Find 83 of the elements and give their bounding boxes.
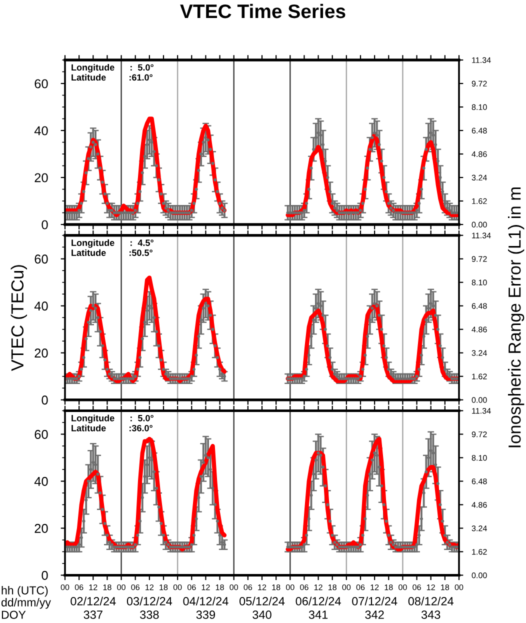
x2-tick-label: 08/12/24 343 xyxy=(408,596,454,619)
x2-tick-label: 03/12/24 338 xyxy=(126,596,172,619)
y-tick-label: 40 xyxy=(34,476,48,486)
x-tick-label: 18 xyxy=(328,584,336,590)
x-tick-label: 18 xyxy=(216,584,224,590)
y2-tick-label: 1.62 xyxy=(472,374,487,380)
y2-tick-label: 6.48 xyxy=(472,478,487,484)
y2-tick-label: 3.24 xyxy=(472,174,487,180)
x2-tick-label: 02/12/24 337 xyxy=(70,596,116,619)
x-tick-label: 06 xyxy=(300,584,308,590)
x-tick-label: 18 xyxy=(272,584,280,590)
x-tick-label: 12 xyxy=(258,584,266,590)
x2-axis-title: dd/mm/yy DOY xyxy=(1,598,51,619)
y2-tick-label: 0.00 xyxy=(472,572,487,578)
y2-tick-label: 4.86 xyxy=(472,151,487,157)
y2-tick-label: 9.72 xyxy=(472,431,487,438)
y2-tick-label: 11.34 xyxy=(472,57,491,63)
y2-tick-label: 11.34 xyxy=(472,232,491,238)
y2-tick-label: 0.00 xyxy=(472,222,487,228)
y2-tick-label: 8.10 xyxy=(472,280,487,286)
x-tick-label: 12 xyxy=(314,584,322,590)
x-tick-label: 18 xyxy=(103,584,112,590)
y-tick-label: 20 xyxy=(34,348,48,358)
x-tick-label: 00 xyxy=(173,584,182,590)
x-tick-label: 06 xyxy=(244,584,252,590)
y2-tick-label: 9.72 xyxy=(472,256,487,262)
y2-tick-label: 1.62 xyxy=(472,198,487,204)
y2-tick-label: 8.10 xyxy=(472,104,487,110)
y-tick-label: 60 xyxy=(34,430,48,439)
x-tick-label: 00 xyxy=(454,584,464,590)
y2-tick-label: 1.62 xyxy=(472,548,487,555)
y-tick-label: 40 xyxy=(34,126,48,136)
x-tick-label: 18 xyxy=(441,584,450,590)
y2-tick-label: 3.24 xyxy=(472,350,487,356)
x-tick-label: 06 xyxy=(131,584,140,590)
x-tick-label: 06 xyxy=(187,584,196,590)
chart-title: VTEC Time Series xyxy=(180,4,346,18)
x-tick-label: 00 xyxy=(342,584,351,590)
x2-tick-label: 07/12/24 342 xyxy=(352,596,398,619)
y2-tick-label: 6.48 xyxy=(472,303,487,309)
x-tick-label: 06 xyxy=(356,584,365,590)
x-tick-label: 00 xyxy=(60,584,70,590)
y2-tick-label: 3.24 xyxy=(472,525,487,532)
y2-tick-label: 8.10 xyxy=(472,454,487,461)
y-tick-label: 20 xyxy=(34,524,48,533)
x2-tick-label: 05/12/24 340 xyxy=(239,596,285,619)
y-tick-label: 0 xyxy=(42,220,48,230)
x-tick-label: 18 xyxy=(384,584,393,590)
annotation: Latitude :50.5° xyxy=(72,249,152,256)
annotation: Longitude : 5.0° xyxy=(72,414,154,424)
x-tick-label: 00 xyxy=(286,584,294,590)
x-tick-label: 12 xyxy=(370,584,379,590)
x-tick-label: 12 xyxy=(89,584,98,590)
x-tick-label: 06 xyxy=(74,584,84,590)
x-tick-label: 18 xyxy=(160,584,168,590)
y-tick-label: 0 xyxy=(42,570,48,580)
x-tick-label: 00 xyxy=(230,584,238,590)
annotation: Longitude : 5.0° xyxy=(72,64,154,72)
x2-tick-label: 06/12/24 341 xyxy=(296,596,341,619)
y2-tick-label: 0.00 xyxy=(472,397,487,403)
y-tick-label: 40 xyxy=(34,302,48,311)
y2-tick-label: 9.72 xyxy=(472,80,487,86)
annotation: Latitude :36.0° xyxy=(72,424,152,432)
x-tick-label: 06 xyxy=(412,584,421,590)
y-tick-label: 0 xyxy=(42,396,48,405)
y2-tick-label: 4.86 xyxy=(472,502,487,508)
y-tick-label: 60 xyxy=(34,79,48,88)
annotation: Latitude :61.0° xyxy=(72,74,152,81)
annotation: Longitude : 4.5° xyxy=(72,239,154,248)
x-tick-label: 12 xyxy=(202,584,210,590)
y-axis-title: VTEC (TECu) xyxy=(10,265,27,372)
y-tick-label: 60 xyxy=(34,254,48,264)
y-tick-label: 20 xyxy=(34,173,48,182)
y2-axis-title: Ionospheric Range Error (L1) in m xyxy=(508,188,524,448)
x-tick-label: 12 xyxy=(426,584,435,590)
y2-tick-label: 4.86 xyxy=(472,326,487,332)
x-axis-title: hh (UTC) xyxy=(2,586,48,597)
y2-tick-label: 11.34 xyxy=(472,408,491,414)
x2-tick-label: 04/12/24 339 xyxy=(183,596,228,619)
y2-tick-label: 6.48 xyxy=(472,128,487,134)
x-tick-label: 12 xyxy=(146,584,154,590)
x-tick-label: 00 xyxy=(117,584,126,590)
x-tick-label: 00 xyxy=(398,584,407,590)
